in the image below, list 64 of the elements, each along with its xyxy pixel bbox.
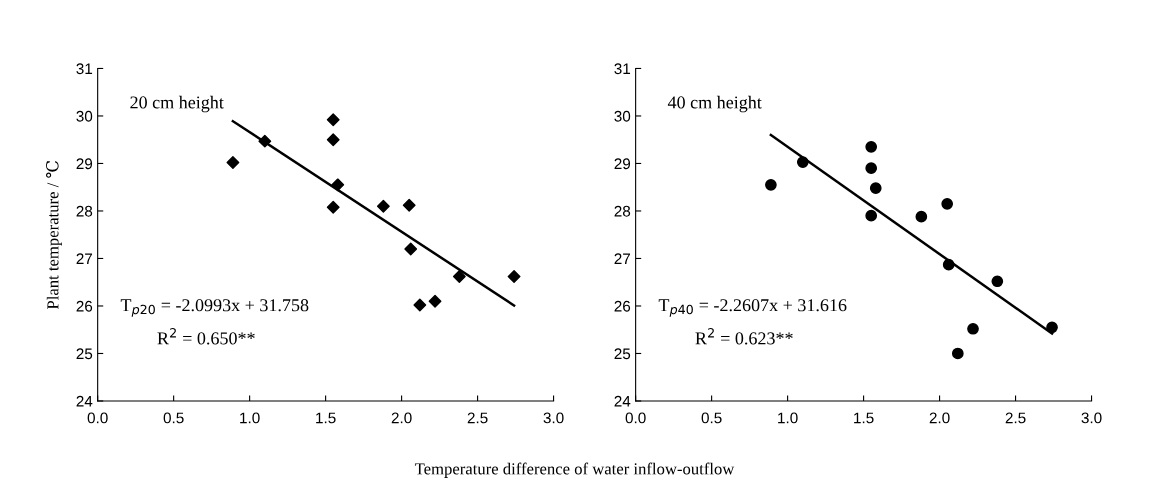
point — [404, 242, 418, 256]
x-tick-label: 1.5 — [854, 412, 874, 424]
x-tick-label: 0.5 — [701, 412, 722, 424]
point — [326, 133, 340, 147]
point — [865, 209, 878, 222]
x-tick-label: 0.0 — [87, 412, 108, 424]
x-tick-label: 1.0 — [240, 412, 260, 424]
point — [376, 199, 390, 213]
y-tick-label: 28 — [76, 205, 93, 217]
point — [1046, 321, 1058, 334]
annotation: T$_{p20}$ = -2.0993x + 31.758 — [120, 299, 309, 317]
y-axis-title: Plant temperature / ℃ — [46, 160, 62, 310]
point — [865, 162, 878, 175]
y-tick-label: 30 — [614, 110, 631, 122]
point — [331, 178, 345, 192]
y-tick-label: 29 — [76, 158, 93, 170]
point — [951, 347, 964, 360]
point — [507, 270, 521, 283]
y-tick-label: 27 — [614, 253, 631, 265]
point — [326, 113, 340, 127]
annotation: 20 cm height — [130, 95, 224, 113]
x-tick-label: 0.0 — [625, 412, 646, 424]
point — [967, 322, 979, 335]
point — [796, 156, 809, 168]
x-tick-label: 2.0 — [929, 412, 950, 424]
point — [326, 200, 340, 214]
y-tick-label: 27 — [76, 253, 93, 265]
y-tick-label: 24 — [76, 395, 93, 407]
y-tick-label: 29 — [614, 158, 631, 170]
y-tick-label: 25 — [614, 348, 631, 360]
y-tick-label: 24 — [614, 395, 631, 407]
x-tick-label: 3.0 — [543, 412, 564, 424]
x-tick-label: 2.5 — [1005, 412, 1026, 424]
y-tick-label: 26 — [76, 300, 93, 312]
y-tick-label: 31 — [614, 63, 631, 75]
point — [258, 134, 272, 148]
x-tick-label: 2.0 — [391, 412, 412, 424]
x-tick-label: 2.5 — [467, 412, 488, 424]
y-tick-label: 26 — [614, 300, 631, 312]
point — [915, 210, 928, 223]
x-tick-label: 0.5 — [163, 412, 184, 424]
annotation: T$_{p40}$ = -2.2607x + 31.616 — [658, 299, 847, 317]
annotation: R$^{2}$ = 0.623** — [695, 328, 793, 345]
point — [413, 298, 427, 312]
point — [869, 182, 882, 195]
point — [765, 178, 777, 191]
x-tick-label: 1.5 — [316, 412, 336, 424]
x-tick-label: 3.0 — [1081, 412, 1102, 424]
point — [452, 270, 466, 283]
point — [428, 294, 442, 308]
y-tick-label: 25 — [76, 348, 93, 360]
y-tick-label: 30 — [76, 110, 93, 122]
y-tick-label: 31 — [76, 63, 93, 75]
point — [941, 197, 954, 210]
y-tick-label: 28 — [614, 205, 631, 217]
x-axis-title: Temperature difference of water inflow-outflow — [414, 462, 735, 478]
point — [402, 198, 416, 212]
point — [865, 140, 878, 153]
annotation: 40 cm height — [667, 95, 762, 113]
x-tick-label: 1.0 — [778, 412, 798, 424]
point — [226, 156, 240, 169]
annotation: R$^{2}$ = 0.650** — [157, 328, 255, 345]
point — [991, 275, 1004, 288]
point — [942, 258, 955, 271]
